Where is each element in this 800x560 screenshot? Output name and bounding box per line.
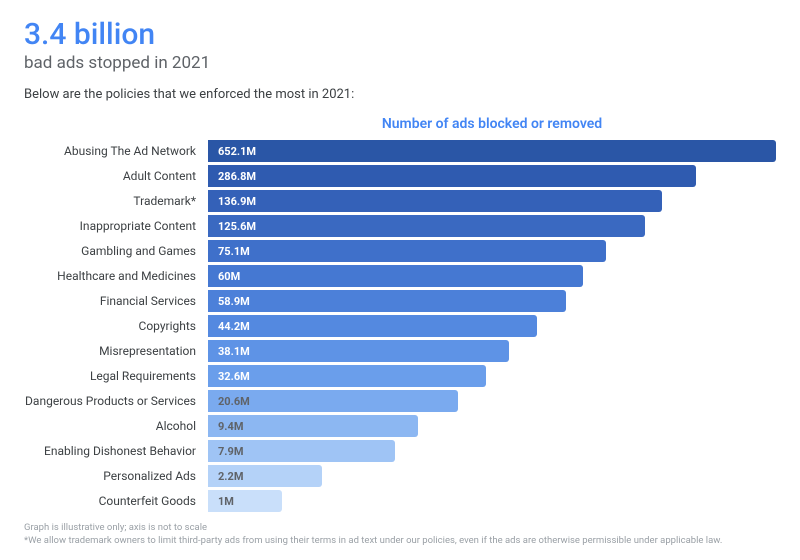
bar: 44.2M [208, 315, 537, 337]
bar: 38.1M [208, 340, 509, 362]
bar-cell: 9.4M [208, 415, 776, 440]
bar-label: Gambling and Games [24, 240, 208, 265]
bar-label: Inappropriate Content [24, 215, 208, 240]
bar-label: Misrepresentation [24, 340, 208, 365]
chart-legend: Number of ads blocked or removed [208, 116, 776, 140]
bar: 58.9M [208, 290, 566, 312]
bar-label: Alcohol [24, 415, 208, 440]
bar-value: 75.1M [218, 245, 250, 258]
bar-cell: 7.9M [208, 440, 776, 465]
bar-value: 286.8M [218, 170, 256, 183]
bar: 9.4M [208, 415, 418, 437]
bar-cell: 1M [208, 490, 776, 515]
headline-number: 3.4 billion [24, 18, 776, 51]
bar: 1M [208, 490, 282, 512]
bar-value: 125.6M [218, 220, 256, 233]
bar-value: 44.2M [218, 320, 250, 333]
bar-label: Copyrights [24, 315, 208, 340]
bar-label: Dangerous Products or Services [24, 390, 208, 415]
bar: 125.6M [208, 215, 645, 237]
bar-label: Enabling Dishonest Behavior [24, 440, 208, 465]
bar-cell: 125.6M [208, 215, 776, 240]
bar-value: 20.6M [218, 395, 250, 408]
bar-label: Legal Requirements [24, 365, 208, 390]
bar: 136.9M [208, 190, 662, 212]
bar-value: 652.1M [218, 145, 256, 158]
bar-value: 136.9M [218, 195, 256, 208]
bar: 20.6M [208, 390, 458, 412]
bar: 2.2M [208, 465, 322, 487]
bar-cell: 136.9M [208, 190, 776, 215]
bar-label: Financial Services [24, 290, 208, 315]
bar-label: Abusing The Ad Network [24, 140, 208, 165]
bar-cell: 75.1M [208, 240, 776, 265]
bar-value: 58.9M [218, 295, 250, 308]
bar-chart: Number of ads blocked or removed Abusing… [24, 116, 776, 515]
bar-label: Trademark* [24, 190, 208, 215]
bar-label: Counterfeit Goods [24, 490, 208, 515]
bar-cell: 58.9M [208, 290, 776, 315]
footnote-line: Graph is illustrative only; axis is not … [24, 521, 776, 534]
bar: 286.8M [208, 165, 696, 187]
bar-label: Healthcare and Medicines [24, 265, 208, 290]
intro-text: Below are the policies that we enforced … [24, 87, 776, 102]
footnote-line: *We allow trademark owners to limit thir… [24, 534, 776, 547]
bar-value: 32.6M [218, 370, 250, 383]
bar-value: 38.1M [218, 345, 250, 358]
bar-cell: 32.6M [208, 365, 776, 390]
bar-label: Personalized Ads [24, 465, 208, 490]
bar-cell: 652.1M [208, 140, 776, 165]
bar-value: 7.9M [218, 445, 243, 458]
bar-value: 2.2M [218, 470, 243, 483]
subheadline: bad ads stopped in 2021 [24, 53, 776, 73]
bar: 75.1M [208, 240, 606, 262]
bar-value: 9.4M [218, 420, 243, 433]
bar-cell: 20.6M [208, 390, 776, 415]
bar-cell: 286.8M [208, 165, 776, 190]
bar-value: 1M [218, 495, 234, 508]
bar: 32.6M [208, 365, 486, 387]
bar-cell: 44.2M [208, 315, 776, 340]
bar-cell: 2.2M [208, 465, 776, 490]
bar: 652.1M [208, 140, 776, 162]
footnotes: Graph is illustrative only; axis is not … [24, 521, 776, 548]
bar-label: Adult Content [24, 165, 208, 190]
bar-value: 60M [218, 270, 240, 283]
bar-cell: 60M [208, 265, 776, 290]
bar: 7.9M [208, 440, 395, 462]
bar: 60M [208, 265, 583, 287]
bar-cell: 38.1M [208, 340, 776, 365]
